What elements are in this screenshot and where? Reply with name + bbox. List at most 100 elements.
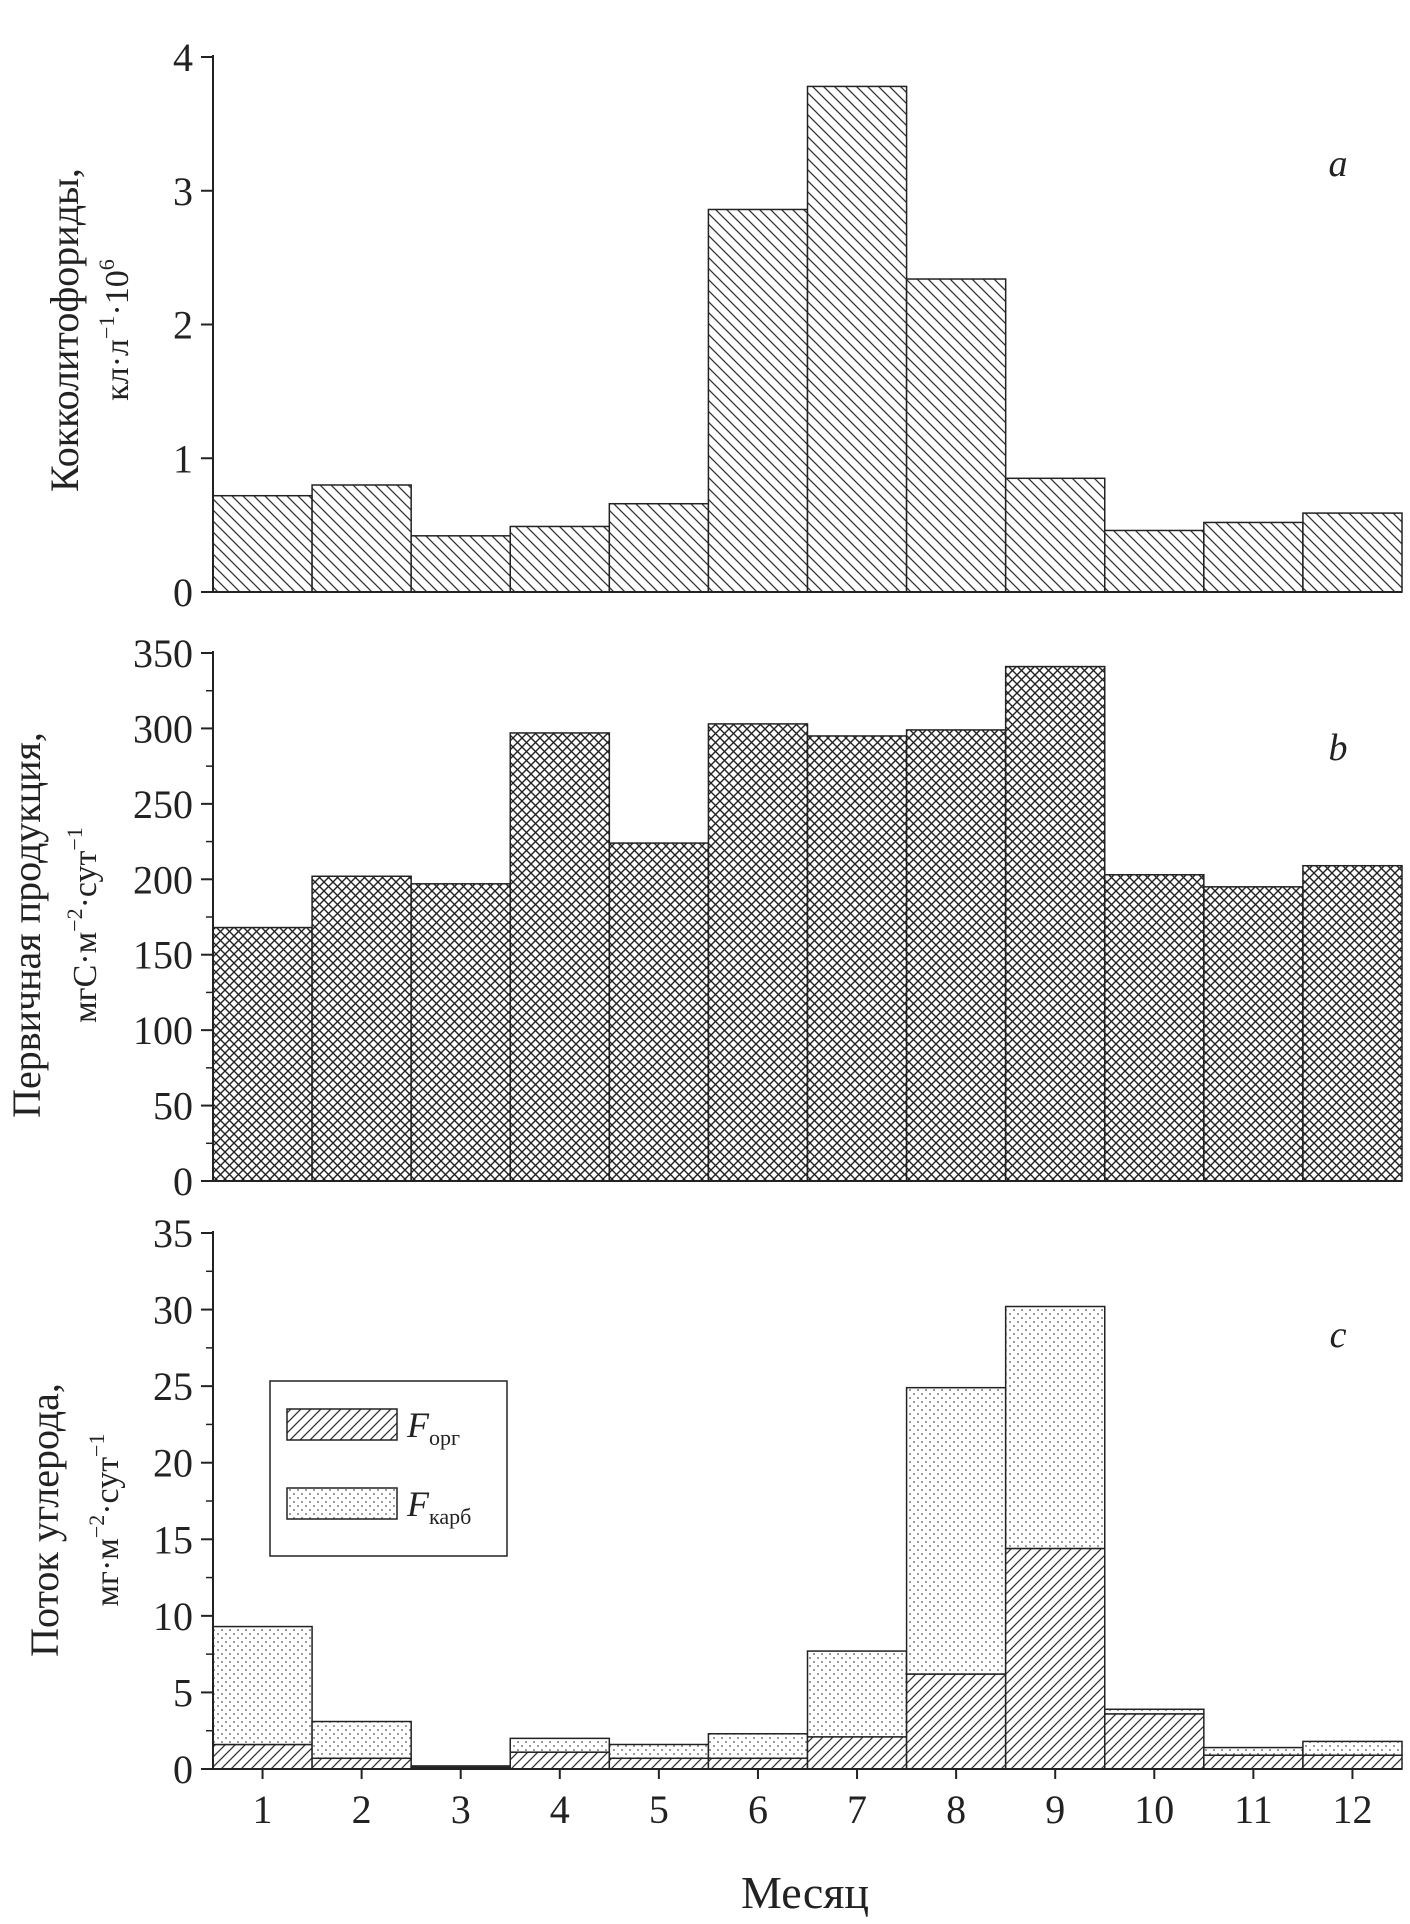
x-tick-label-2: 2 <box>352 1787 372 1832</box>
panel-b-ylabel-units: мгС·м−2·сут−1 <box>62 827 104 1023</box>
bar-a-m12 <box>1302 512 1403 593</box>
bar-c-s0-m9 <box>1004 1547 1106 1770</box>
bar-b-m4 <box>509 732 611 1182</box>
panel-b: 0 50 100 150 200 250 300 350 b Первичная продук… <box>4 631 1403 1204</box>
panel-c-bars <box>212 1305 1403 1770</box>
bar-a-m3 <box>410 535 511 593</box>
y-tick-label-c-2: 10 <box>153 1594 193 1639</box>
bar-c-s0-m8 <box>905 1673 1007 1770</box>
bar-c-s1-m9 <box>1004 1305 1106 1550</box>
bar-b-m7 <box>806 735 908 1182</box>
x-tick-label-3: 3 <box>451 1787 471 1832</box>
bar-b-m10 <box>1104 874 1205 1182</box>
bar-b-m9 <box>1004 665 1106 1182</box>
y-tick-label-b-6: 300 <box>133 706 193 751</box>
y-tick-label-a-4: 4 <box>173 35 193 80</box>
y-tick-label-b-0: 0 <box>173 1159 193 1204</box>
y-tick-label-c-0: 0 <box>173 1747 193 1792</box>
y-tick-label-b-7: 350 <box>133 631 193 676</box>
y-tick-label-c-3: 15 <box>153 1517 193 1562</box>
bar-c-s0-m4 <box>509 1751 611 1770</box>
bar-a-m11 <box>1203 521 1304 593</box>
x-tick-label-6: 6 <box>748 1787 768 1832</box>
x-axis-label: Месяц <box>741 1867 869 1918</box>
x-tick-label-12: 12 <box>1332 1787 1372 1832</box>
bar-a-m4 <box>509 525 611 593</box>
bar-c-s1-m6 <box>707 1733 809 1760</box>
bar-a-m7 <box>806 85 908 593</box>
bar-c-s0-m12 <box>1302 1754 1403 1770</box>
y-tick-label-a-2: 2 <box>173 303 193 348</box>
y-tick-label-c-6: 30 <box>153 1288 193 1333</box>
panel-c-label: c <box>1330 1314 1347 1356</box>
x-tick-label-7: 7 <box>847 1787 867 1832</box>
legend-box <box>269 1380 508 1557</box>
bar-b-m6 <box>707 723 809 1182</box>
bar-c-s0-m7 <box>806 1736 908 1770</box>
bar-a-m8 <box>905 278 1007 593</box>
y-tick-label-b-3: 150 <box>133 933 193 978</box>
bar-c-s0-m11 <box>1203 1754 1304 1770</box>
panel-a-ylabel: Кокколитофориды, <box>42 168 87 492</box>
panel-b-ylabel: Первичная продукция, <box>4 732 49 1118</box>
bar-a-m5 <box>608 502 710 593</box>
x-tick-label-8: 8 <box>946 1787 966 1832</box>
legend-label-org: Fорг <box>406 1405 460 1450</box>
bar-a-m10 <box>1104 529 1205 593</box>
y-tick-label-b-2: 100 <box>133 1008 193 1053</box>
bar-a-m2 <box>311 484 412 593</box>
panel-a-bars <box>212 85 1403 593</box>
bar-b-m8 <box>905 729 1007 1182</box>
bar-c-s0-m6 <box>707 1757 809 1770</box>
panel-c-ylabel: Поток углерода, <box>22 1383 67 1657</box>
bar-c-s1-m8 <box>905 1386 1007 1675</box>
bar-a-m6 <box>707 208 809 593</box>
bar-c-s1-m2 <box>311 1720 412 1760</box>
panel-b-bars <box>212 665 1403 1182</box>
panel-a-axes: 0 1 2 3 4 <box>173 35 1402 615</box>
bar-b-m1 <box>212 926 313 1182</box>
panel-a-label: a <box>1329 143 1348 185</box>
panel-b-label: b <box>1329 727 1348 769</box>
legend-swatch-carb <box>286 1487 398 1520</box>
bar-c-s1-m5 <box>608 1743 710 1760</box>
y-tick-label-b-5: 250 <box>133 782 193 827</box>
y-tick-label-a-0: 0 <box>173 570 193 615</box>
bar-c-s0-m1 <box>212 1743 313 1770</box>
x-tick-label-5: 5 <box>649 1787 669 1832</box>
bar-c-s1-m10 <box>1104 1708 1205 1715</box>
y-tick-label-b-1: 50 <box>153 1084 193 1129</box>
x-tick-label-11: 11 <box>1234 1787 1273 1832</box>
panel-b-axes: 0 50 100 150 200 250 300 350 <box>133 631 1402 1204</box>
x-tick-label-4: 4 <box>550 1787 570 1832</box>
bar-c-s0-m10 <box>1104 1713 1205 1770</box>
x-tick-label-10: 10 <box>1134 1787 1174 1832</box>
x-tick-label-9: 9 <box>1045 1787 1065 1832</box>
bar-c-s1-m4 <box>509 1737 611 1753</box>
bar-c-s0-m2 <box>311 1757 412 1770</box>
panel-a-ylabel-units: кл·л−1·106 <box>94 259 136 401</box>
y-tick-label-c-1: 5 <box>173 1670 193 1715</box>
bar-a-m9 <box>1004 477 1106 593</box>
bar-b-m12 <box>1302 864 1403 1182</box>
legend-label-carb: Fкарб <box>406 1484 471 1529</box>
bar-a-m1 <box>212 494 313 593</box>
bar-c-s0-m5 <box>608 1757 710 1770</box>
y-tick-label-a-1: 1 <box>173 436 193 481</box>
bar-c-s1-m1 <box>212 1625 313 1746</box>
bar-c-s1-m12 <box>1302 1740 1403 1756</box>
bar-c-s1-m7 <box>806 1650 908 1738</box>
bar-b-m5 <box>608 842 710 1182</box>
legend: Fорг Fкарб <box>269 1380 508 1557</box>
y-tick-label-a-3: 3 <box>173 169 193 214</box>
bar-b-m11 <box>1203 886 1304 1182</box>
y-tick-label-c-5: 25 <box>153 1364 193 1409</box>
panel-a: 0 1 2 3 4 a Кокколитофориды, кл·л−1·106 <box>42 35 1403 615</box>
bar-b-m2 <box>311 875 412 1182</box>
bar-b-m3 <box>410 883 511 1182</box>
legend-swatch-org <box>286 1408 398 1441</box>
